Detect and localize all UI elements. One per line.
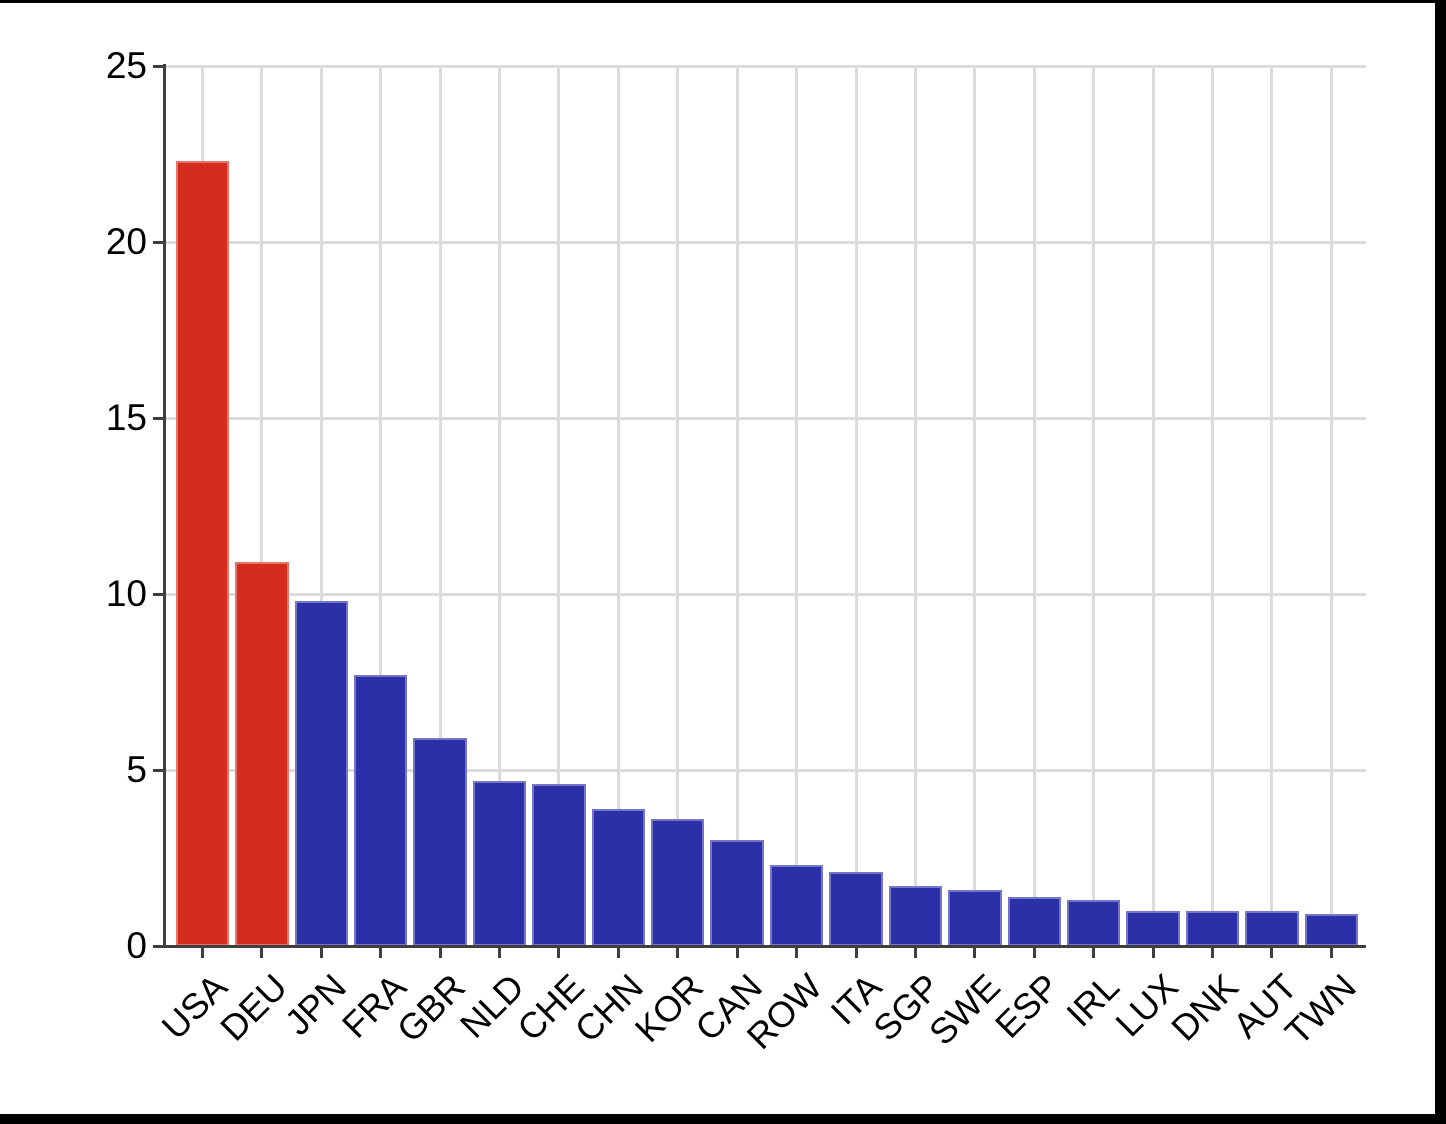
y-axis-tick [153,768,164,772]
y-axis-tick [153,944,164,948]
bar-esp [1007,896,1061,946]
x-axis-tick [498,947,501,958]
vertical-gridline [973,66,977,946]
horizontal-gridline [164,592,1366,596]
horizontal-gridline [164,416,1366,420]
vertical-gridline [1270,66,1274,946]
x-axis-tick [1032,947,1036,958]
bar-lux [1126,910,1180,946]
y-tick-label: 20 [105,221,147,262]
bar-dnk [1185,910,1240,946]
x-axis-tick [676,947,680,958]
bar-gbr [413,738,467,946]
vertical-gridline [498,66,501,946]
vertical-gridline [1032,66,1036,946]
horizontal-gridline [164,64,1366,68]
bar-kor [651,819,705,946]
vertical-gridline [735,66,739,946]
x-axis-tick [1092,947,1096,958]
y-tick-label: 5 [126,749,147,790]
x-axis-tick [735,947,739,958]
bar-twn [1304,914,1359,946]
x-axis-line [162,944,1366,948]
x-tick-label: TWN [1277,965,1365,1053]
y-tick-label: 15 [105,397,147,438]
x-axis-tick [973,947,977,958]
y-axis-tick [153,64,164,68]
horizontal-gridline [164,768,1366,772]
vertical-gridline [616,66,620,946]
bar-ita [829,872,883,946]
x-axis-tick [1151,947,1155,958]
x-axis-tick [200,947,204,958]
vertical-gridline [795,66,799,946]
window-border-bottom [0,1114,1446,1124]
x-tick-label: DNK [1162,965,1246,1049]
x-tick-label: ESP [987,965,1068,1046]
bar-fra [353,674,408,946]
x-axis-tick [795,947,799,958]
x-axis-tick [616,947,620,958]
vertical-gridline [1211,66,1215,946]
x-tick-label: JPN [277,965,355,1043]
bar-usa [175,161,230,946]
bar-che [532,784,586,946]
x-axis-tick [1329,947,1333,958]
vertical-gridline [438,66,442,946]
vertical-gridline [1092,66,1096,946]
x-axis-tick [1270,947,1274,958]
bar-jpn [294,601,348,946]
vertical-gridline [260,66,264,946]
window-border-top [0,0,1446,3]
vertical-gridline [676,66,680,946]
window-border-right [1435,0,1446,1124]
vertical-gridline [379,66,383,946]
bar-deu [235,562,289,946]
x-axis-tick [438,947,442,958]
y-tick-label: 10 [105,573,147,614]
vertical-gridline [557,66,561,946]
bar-sgp [888,886,943,946]
x-axis-tick [1211,947,1215,958]
y-axis-tick [153,240,164,244]
x-axis-tick [319,947,323,958]
y-axis-tick [153,592,164,596]
horizontal-gridline [164,240,1366,244]
vertical-gridline [913,66,917,946]
bar-irl [1067,900,1121,946]
vertical-gridline [1151,66,1155,946]
x-axis-tick [854,947,858,958]
bar-nld [472,780,527,946]
y-tick-label: 0 [126,925,147,966]
vertical-gridline [854,66,858,946]
x-tick-label: NLD [452,965,533,1046]
x-tick-label: LUX [1107,965,1186,1045]
bar-aut [1245,910,1299,946]
bar-can [710,840,764,946]
bar-chn [591,808,646,946]
y-axis-tick [153,416,164,420]
y-axis-line [162,64,166,948]
x-axis-tick [379,947,383,958]
x-tick-label: USA [153,965,236,1048]
x-axis-tick [260,947,264,958]
bar-row [769,865,824,946]
bar-swe [948,889,1002,946]
vertical-gridline [1329,66,1333,946]
x-axis-tick [557,947,561,958]
x-axis-tick [913,947,917,958]
y-tick-label: 25 [105,45,147,86]
vertical-gridline [319,66,323,946]
